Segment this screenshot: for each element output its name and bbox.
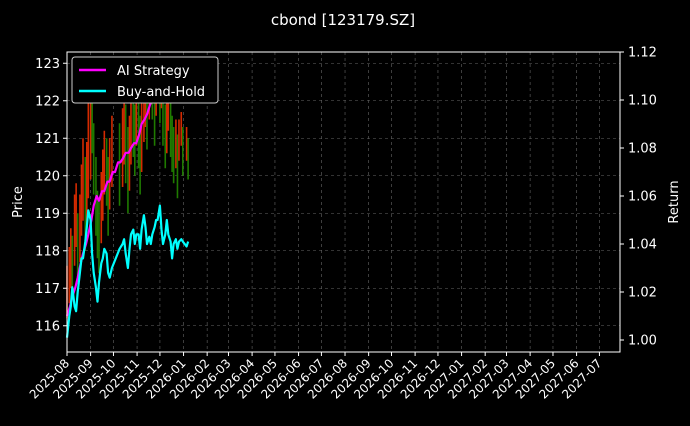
y-tick-right-label: 1.00 <box>628 334 657 349</box>
y-axis-right: 1.00 1.02 1.04 1.06 1.08 1.10 1.12 <box>620 46 657 349</box>
y-axis-left: 116 117 118 119 120 121 122 123 <box>35 57 67 334</box>
y-tick-left-label: 120 <box>35 169 60 184</box>
series-line-buy-and-hold <box>65 204 190 338</box>
chart-title: cbond [123179.SZ] <box>271 11 415 29</box>
plot-frame <box>66 51 621 353</box>
y-tick-right-label: 1.04 <box>628 238 657 253</box>
legend-label-buy-and-hold: Buy-and-Hold <box>117 85 205 100</box>
y-axis-left-label: Price <box>11 186 26 218</box>
y-tick-right-label: 1.10 <box>628 94 657 109</box>
y-tick-right-label: 1.06 <box>628 190 657 205</box>
y-tick-left-label: 121 <box>35 132 60 147</box>
y-tick-right-label: 1.08 <box>628 142 657 157</box>
legend-box <box>71 56 219 104</box>
legend-label-ai-strategy: AI Strategy <box>117 64 190 79</box>
legend: AI Strategy Buy-and-Hold <box>71 56 219 104</box>
y-tick-left-label: 116 <box>35 319 60 334</box>
y-tick-left-label: 117 <box>35 282 60 297</box>
y-tick-left-label: 118 <box>35 244 60 259</box>
y-tick-left-label: 119 <box>35 207 60 222</box>
y-tick-left-label: 123 <box>35 57 60 72</box>
y-tick-right-label: 1.12 <box>628 46 657 61</box>
y-tick-right-label: 1.02 <box>628 286 657 301</box>
y-tick-left-label: 122 <box>35 94 60 109</box>
y-axis-right-label: Return <box>667 180 682 223</box>
